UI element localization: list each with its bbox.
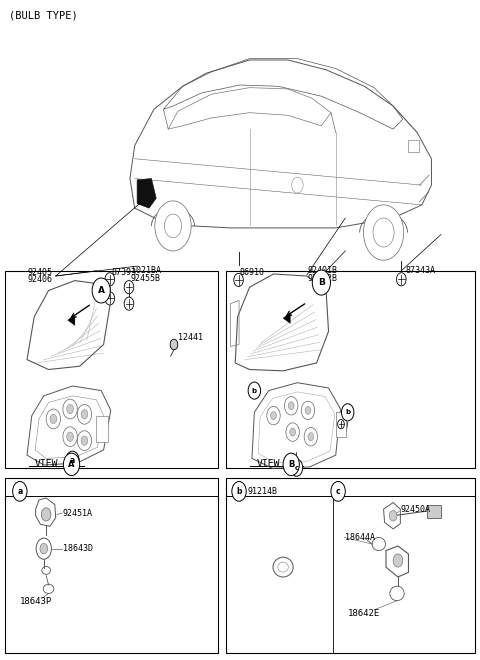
Text: 92406: 92406	[27, 275, 52, 284]
Text: 92451A: 92451A	[63, 509, 93, 517]
Circle shape	[363, 205, 404, 260]
Text: 91214B: 91214B	[247, 487, 277, 496]
Circle shape	[40, 543, 48, 554]
Circle shape	[124, 297, 134, 310]
Circle shape	[341, 404, 354, 421]
Circle shape	[67, 405, 73, 414]
Circle shape	[66, 451, 79, 470]
Circle shape	[312, 270, 330, 295]
Bar	[5, 478, 218, 653]
Text: 92402B: 92402B	[307, 274, 337, 283]
Circle shape	[63, 427, 77, 447]
Text: 92450A: 92450A	[400, 505, 431, 513]
Circle shape	[393, 554, 403, 567]
Circle shape	[308, 433, 314, 441]
Text: (BULB TYPE): (BULB TYPE)	[9, 10, 78, 20]
Bar	[226, 271, 475, 469]
Text: A: A	[98, 286, 105, 295]
Circle shape	[36, 538, 51, 559]
Text: c: c	[336, 487, 340, 496]
Bar	[5, 271, 218, 469]
Text: 92405: 92405	[27, 268, 52, 277]
Text: 12441: 12441	[178, 333, 203, 343]
Circle shape	[232, 482, 246, 501]
Circle shape	[77, 431, 92, 451]
Circle shape	[304, 428, 318, 446]
Polygon shape	[137, 178, 156, 208]
Circle shape	[286, 423, 300, 442]
Text: c: c	[294, 465, 299, 471]
Circle shape	[41, 508, 51, 521]
Text: A: A	[68, 460, 75, 469]
Circle shape	[290, 428, 296, 436]
Circle shape	[81, 410, 88, 419]
Text: 18644A: 18644A	[345, 533, 375, 542]
Bar	[96, 416, 108, 442]
Text: b: b	[252, 387, 257, 393]
Circle shape	[92, 278, 110, 303]
Circle shape	[170, 339, 178, 350]
Circle shape	[373, 218, 394, 247]
Circle shape	[305, 407, 311, 414]
Text: 87393: 87393	[112, 267, 137, 277]
Circle shape	[81, 436, 88, 446]
Text: VIEW: VIEW	[35, 459, 58, 469]
Circle shape	[396, 273, 406, 286]
Circle shape	[164, 214, 181, 238]
Text: VIEW: VIEW	[257, 459, 280, 469]
Circle shape	[267, 407, 280, 425]
Circle shape	[285, 397, 298, 415]
Circle shape	[234, 273, 243, 286]
Circle shape	[337, 420, 344, 429]
Text: 18643P: 18643P	[20, 597, 52, 606]
Text: 86910: 86910	[240, 267, 265, 277]
Circle shape	[12, 482, 27, 501]
Text: 92455B: 92455B	[131, 274, 161, 283]
Circle shape	[288, 402, 294, 410]
Text: 87343A: 87343A	[405, 266, 435, 275]
Circle shape	[301, 401, 315, 420]
Circle shape	[292, 177, 303, 193]
Circle shape	[67, 432, 73, 442]
Circle shape	[63, 453, 80, 476]
Text: b: b	[236, 487, 242, 496]
Circle shape	[389, 510, 397, 521]
Text: a: a	[70, 456, 75, 465]
Circle shape	[105, 273, 115, 286]
Text: 92401B: 92401B	[307, 266, 337, 275]
Circle shape	[155, 201, 191, 251]
Circle shape	[77, 405, 92, 424]
Circle shape	[46, 409, 60, 429]
Polygon shape	[68, 315, 75, 325]
Circle shape	[290, 459, 303, 477]
Text: 18643D: 18643D	[63, 544, 93, 553]
Text: a: a	[17, 487, 23, 496]
Text: B: B	[318, 278, 325, 287]
Circle shape	[63, 399, 77, 419]
Bar	[336, 412, 346, 437]
Bar	[427, 504, 441, 517]
Circle shape	[248, 382, 261, 399]
Circle shape	[283, 453, 300, 476]
Circle shape	[124, 280, 134, 294]
Text: B: B	[288, 460, 294, 469]
Bar	[226, 478, 475, 653]
Bar	[408, 141, 420, 152]
Polygon shape	[283, 313, 290, 323]
Circle shape	[331, 482, 345, 501]
Text: 18642E: 18642E	[348, 609, 380, 618]
Circle shape	[50, 414, 57, 424]
Text: 1021BA: 1021BA	[131, 266, 161, 275]
Text: b: b	[345, 409, 350, 415]
Circle shape	[271, 412, 276, 420]
Circle shape	[105, 292, 115, 305]
